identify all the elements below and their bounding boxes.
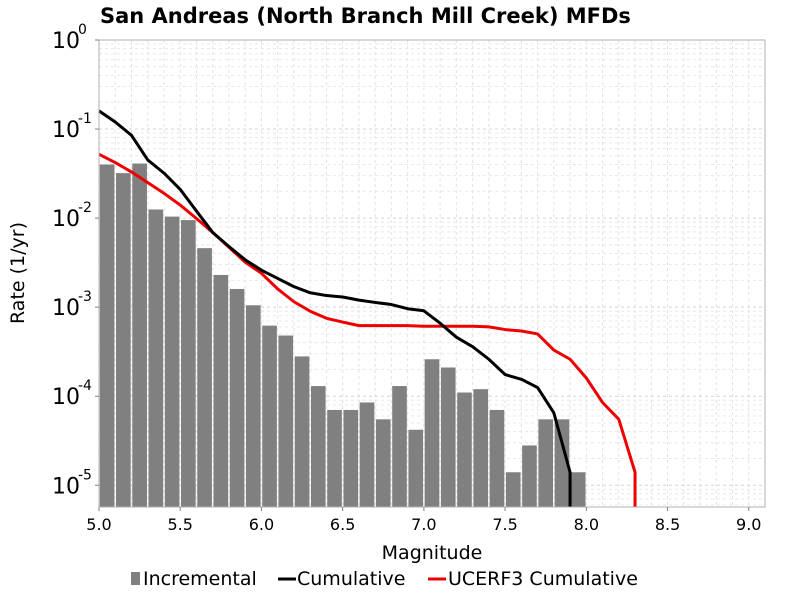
- incremental-bar: [408, 429, 424, 507]
- x-tick-label: 8.5: [655, 515, 680, 534]
- x-tick-label: 6.5: [330, 515, 355, 534]
- incremental-bar: [489, 410, 505, 507]
- y-tick-exponent: -2: [78, 200, 92, 216]
- incremental-bar: [457, 392, 472, 507]
- x-tick-label: 5.0: [86, 515, 111, 534]
- legend: Incremental Cumulative UCERF3 Cumulative: [131, 568, 638, 590]
- y-axis-label: Rate (1/yr): [7, 222, 29, 324]
- incremental-bar: [278, 335, 294, 507]
- incremental-bar: [132, 163, 147, 507]
- legend-label-cumulative: Cumulative: [297, 568, 405, 590]
- cumulative-line: [98, 109, 572, 507]
- incremental-bar: [522, 445, 537, 507]
- x-axis-label: Magnitude: [382, 542, 483, 564]
- incremental-bar: [116, 173, 131, 507]
- incremental-bar: [262, 325, 277, 507]
- y-tick-label: 10: [52, 474, 80, 499]
- incremental-bar: [164, 216, 180, 507]
- incremental-bars: [99, 163, 586, 508]
- x-axis-ticks: 5.0 5.5 6.0 6.5 7.0 7.5 8.0 8.5 9.0: [86, 507, 761, 534]
- incremental-bar: [440, 367, 456, 507]
- incremental-bar: [246, 305, 261, 507]
- incremental-bar: [375, 419, 391, 507]
- ucerf3-cumulative-line: [98, 153, 637, 507]
- incremental-bar: [554, 419, 570, 507]
- incremental-bar: [570, 472, 586, 507]
- incremental-bar: [538, 419, 554, 507]
- chart-title: San Andreas (North Branch Mill Creek) MF…: [100, 4, 631, 28]
- incremental-bar: [359, 402, 375, 507]
- x-tick-label: 9.0: [736, 515, 761, 534]
- x-tick-label: 8.0: [574, 515, 599, 534]
- plot-frame: [98, 39, 766, 508]
- y-tick-exponent: -5: [78, 467, 92, 483]
- y-tick-exponent: -4: [78, 378, 92, 394]
- incremental-bar: [327, 410, 342, 507]
- y-tick-exponent: -1: [78, 111, 92, 127]
- x-tick-label: 6.0: [249, 515, 274, 534]
- y-tick-label: 10: [52, 296, 80, 321]
- legend-label-ucerf3: UCERF3 Cumulative: [448, 568, 638, 590]
- y-tick-label: 10: [52, 385, 80, 410]
- incremental-bar: [213, 274, 229, 507]
- incremental-bar: [392, 386, 407, 507]
- incremental-bar: [197, 248, 212, 507]
- x-tick-label: 5.5: [167, 515, 192, 534]
- incremental-bar: [505, 472, 521, 507]
- legend-label-incremental: Incremental: [143, 568, 257, 590]
- incremental-bar: [148, 209, 164, 507]
- legend-swatch-incremental: [131, 572, 140, 585]
- x-tick-label: 7.5: [492, 515, 517, 534]
- incremental-bar: [294, 356, 310, 507]
- incremental-bar: [343, 410, 359, 507]
- y-tick-label: 10: [52, 29, 80, 54]
- incremental-bar: [310, 386, 326, 507]
- incremental-bar: [424, 359, 440, 507]
- y-tick-exponent: -3: [78, 289, 92, 305]
- incremental-bar: [99, 164, 115, 508]
- y-tick-label: 10: [52, 118, 80, 143]
- y-tick-exponent: 0: [78, 22, 87, 38]
- incremental-bar: [229, 288, 245, 507]
- x-tick-label: 7.0: [411, 515, 436, 534]
- incremental-bar: [181, 220, 196, 507]
- y-tick-label: 10: [52, 207, 80, 232]
- cumulative-lines: [98, 109, 637, 507]
- incremental-bar: [473, 389, 489, 507]
